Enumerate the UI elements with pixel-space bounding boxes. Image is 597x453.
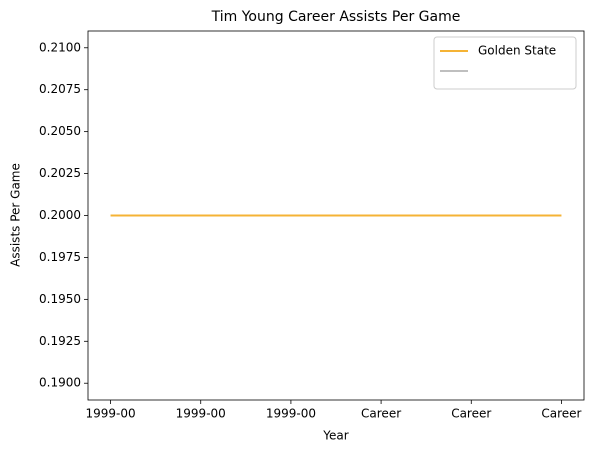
legend: Golden State bbox=[433, 36, 577, 90]
x-tick-label: Career bbox=[541, 407, 581, 421]
chart-title: Tim Young Career Assists Per Game bbox=[211, 9, 461, 25]
y-tick-label: 0.1900 bbox=[39, 376, 81, 390]
y-tick-label: 0.1950 bbox=[39, 292, 81, 306]
x-tick-label: 1999-00 bbox=[85, 407, 135, 421]
legend-box bbox=[433, 36, 577, 90]
x-tick-label: Career bbox=[361, 407, 401, 421]
y-tick-label: 0.1975 bbox=[39, 250, 81, 264]
x-axis-label: Year bbox=[322, 429, 348, 443]
y-axis-label: Assists Per Game bbox=[9, 163, 23, 267]
y-tick-label: 0.2000 bbox=[39, 208, 81, 222]
x-tick-label: 1999-00 bbox=[266, 407, 316, 421]
y-tick-label: 0.2075 bbox=[39, 82, 81, 96]
y-tick-label: 0.2100 bbox=[39, 40, 81, 54]
x-tick-label: Career bbox=[451, 407, 491, 421]
y-tick-label: 0.2050 bbox=[39, 124, 81, 138]
plot-frame bbox=[87, 30, 585, 401]
y-tick-label: 0.1925 bbox=[39, 334, 81, 348]
x-tick-label: 1999-00 bbox=[176, 407, 226, 421]
legend-label: Golden State bbox=[478, 44, 556, 58]
y-tick-label: 0.2025 bbox=[39, 166, 81, 180]
